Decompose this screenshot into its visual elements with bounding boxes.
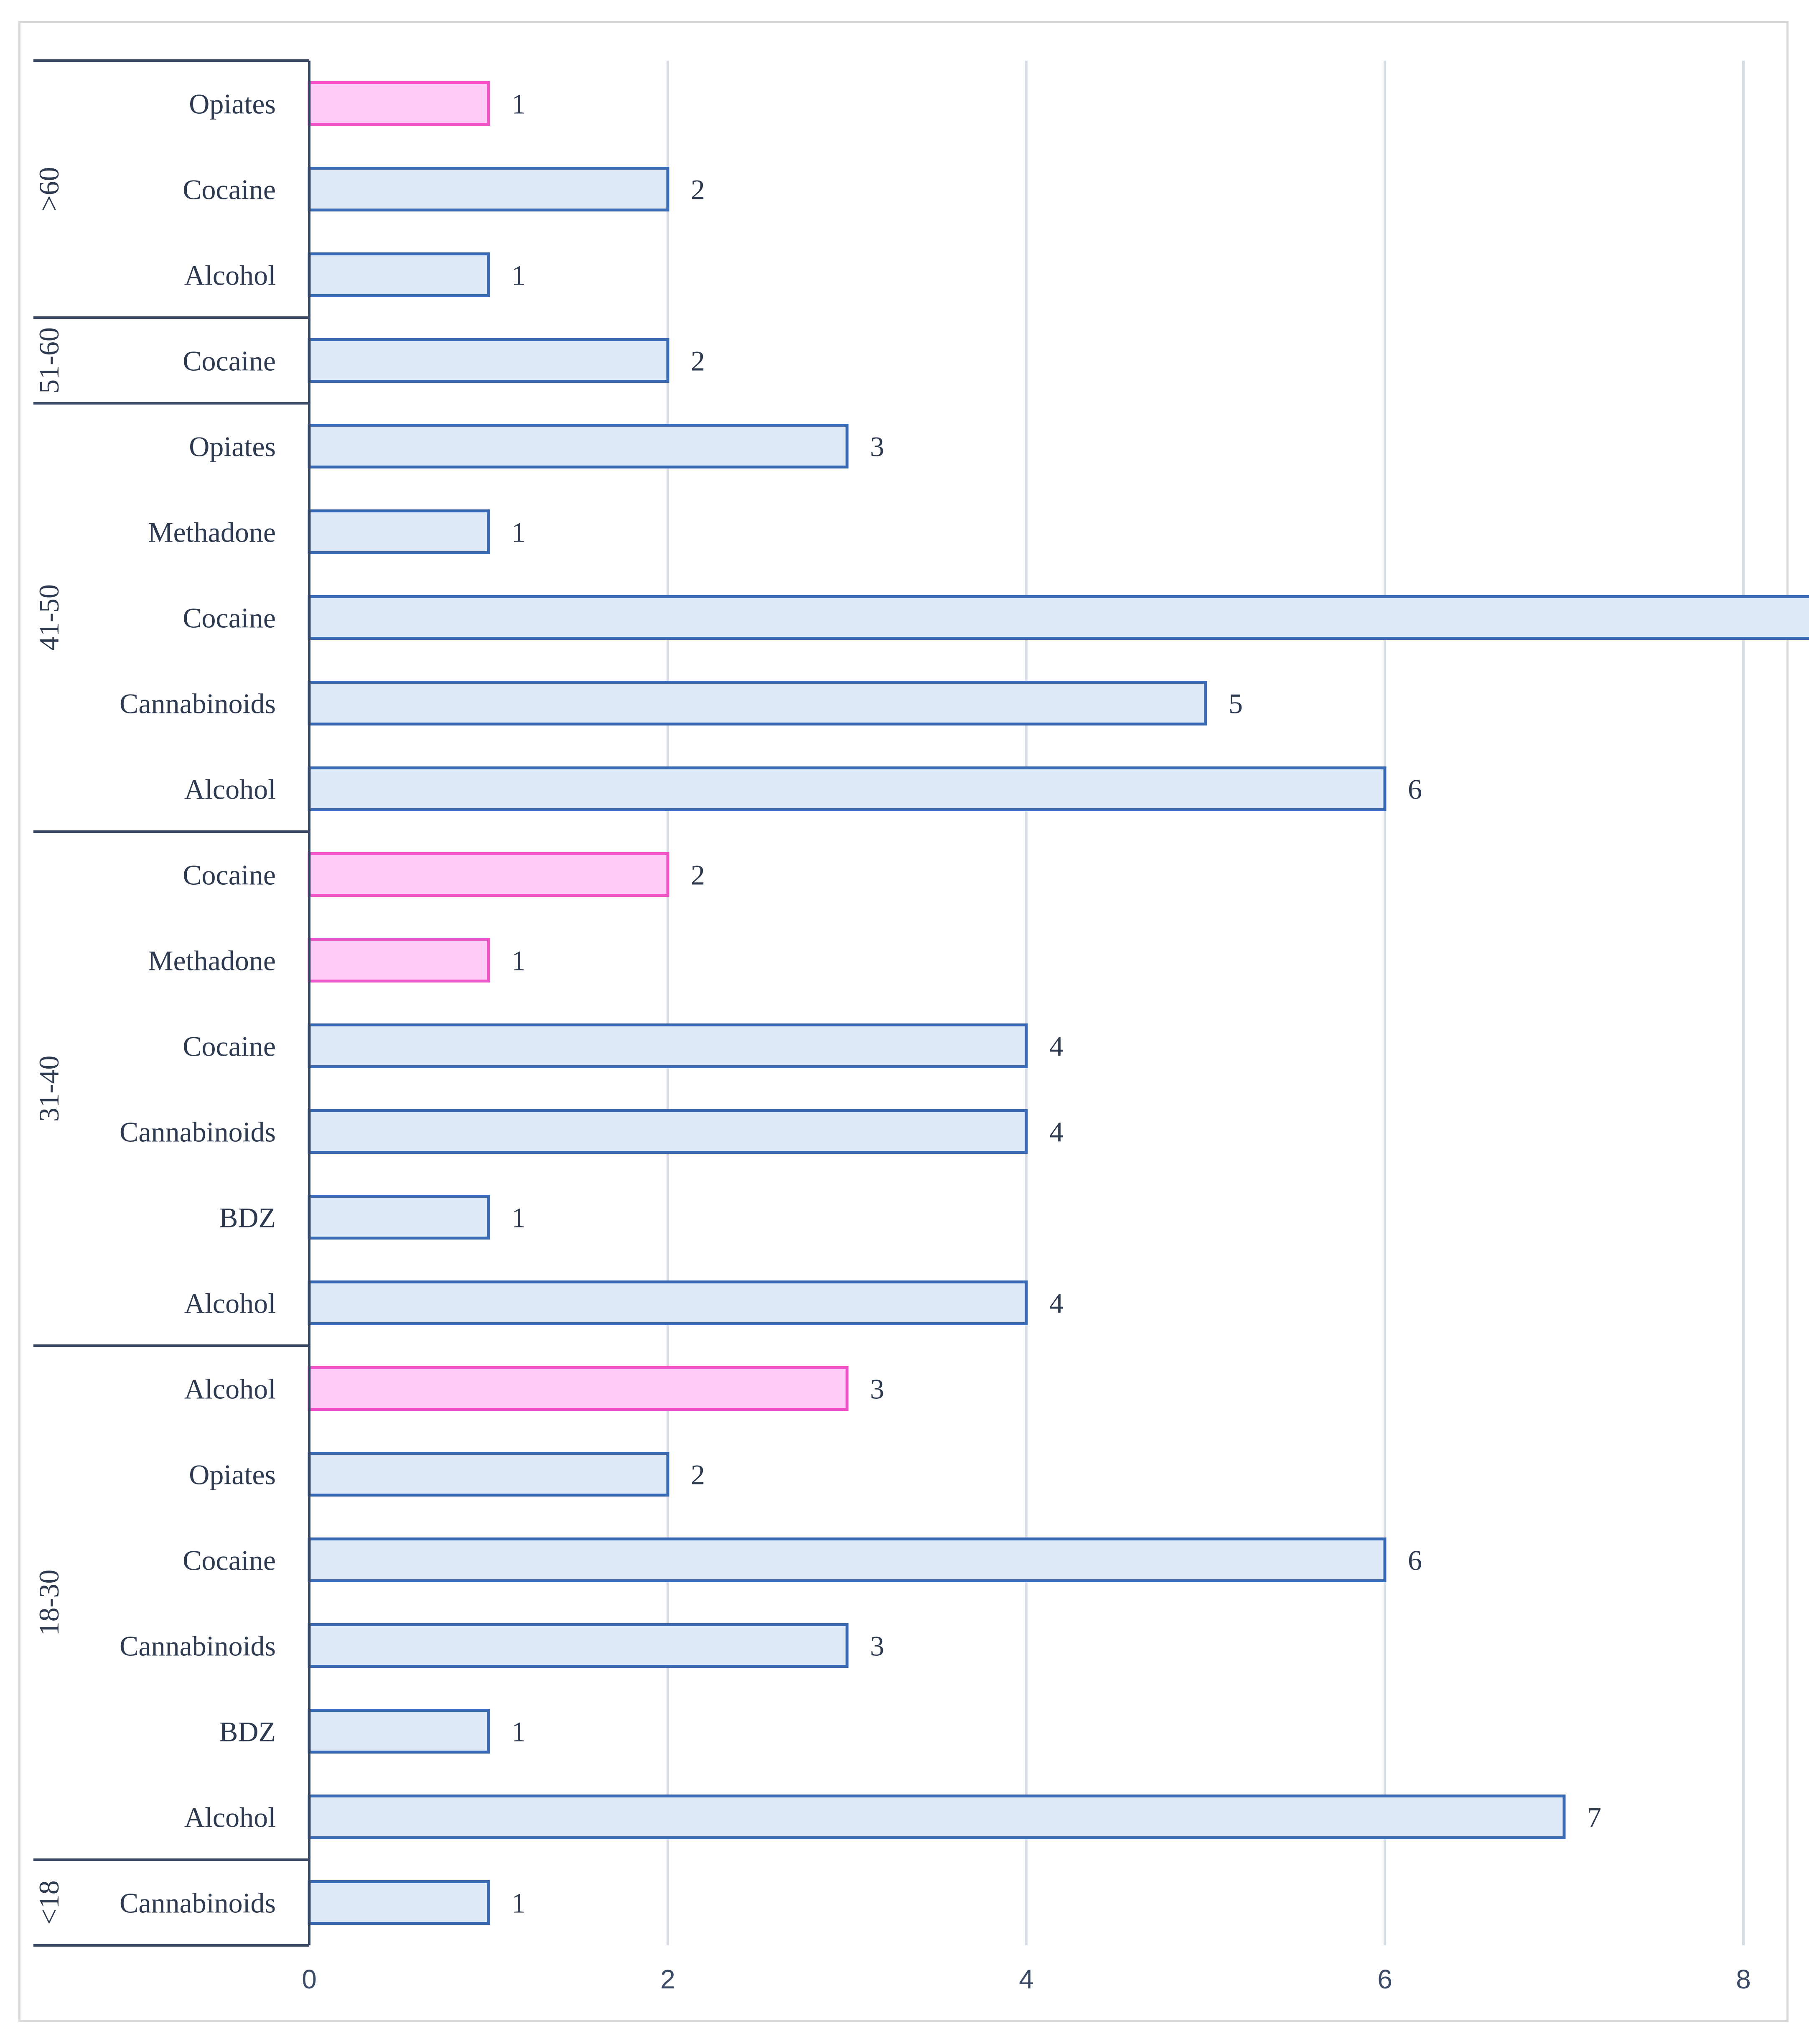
group-label: >60 [33,167,65,211]
x-tick-label: 0 [302,1964,317,1994]
category-label: Alcohol [184,774,276,805]
bars [308,81,1809,1925]
group-label: 41-50 [33,584,65,651]
category-label: Cocaine [183,602,276,634]
value-label: 4 [1049,1288,1064,1319]
axes [33,59,310,1947]
category-label: Methadone [148,517,276,548]
category-label: Cocaine [183,1545,276,1576]
labels: 0246810121416Opiates1Cocaine2Alcohol1Coc… [33,88,1751,1995]
category-label: Alcohol [184,1288,276,1319]
category-label: Cannabinoids [120,688,276,720]
x-tick-label: 2 [660,1964,675,1994]
bar [308,338,669,383]
group-label: 18-30 [33,1570,65,1636]
category-label: Cannabinoids [120,1887,276,1919]
category-label: Cocaine [183,859,276,891]
category-label: Cannabinoids [120,1630,276,1662]
bar [308,509,490,554]
value-label: 1 [511,517,526,548]
value-label: 1 [511,1202,526,1234]
category-label: Cocaine [183,345,276,377]
value-label: 6 [1408,1545,1422,1576]
category-label: Methadone [148,945,276,977]
bar [308,595,1809,640]
category-label: Alcohol [184,1802,276,1833]
category-label: Alcohol [184,260,276,291]
value-label: 1 [511,1887,526,1919]
value-label: 4 [1049,1116,1064,1148]
x-tick-label: 4 [1019,1964,1034,1994]
bar [308,252,490,297]
category-label: BDZ [219,1716,276,1748]
value-label: 1 [511,260,526,291]
bar [308,938,490,983]
category-label: Alcohol [184,1373,276,1405]
bar [308,1795,1566,1839]
value-label: 3 [870,1373,884,1405]
x-tick-label: 6 [1377,1964,1392,1994]
group-label: 31-40 [33,1056,65,1122]
value-label: 2 [691,174,705,206]
bar [308,681,1207,725]
group-label: 51-60 [33,327,65,394]
value-label: 2 [691,345,705,377]
category-label: BDZ [219,1202,276,1234]
bar [308,1452,669,1497]
bar [308,1709,490,1754]
value-label: 3 [870,1630,884,1662]
value-label: 6 [1408,774,1422,805]
category-label: Opiates [189,88,276,120]
value-label: 7 [1587,1802,1601,1833]
bar [308,81,490,126]
group-label: <18 [33,1880,65,1924]
bar [308,1195,490,1240]
bar [308,1880,490,1925]
value-label: 1 [511,945,526,977]
bar [308,424,849,468]
bar [308,1537,1387,1582]
category-label: Opiates [189,431,276,463]
category-label: Cocaine [183,174,276,206]
category-label: Opiates [189,1459,276,1491]
value-label: 1 [511,88,526,120]
category-label: Cocaine [183,1031,276,1062]
value-label: 3 [870,431,884,463]
value-label: 5 [1229,688,1243,720]
bar [308,852,669,897]
category-label: Cannabinoids [120,1116,276,1148]
bar [308,766,1387,811]
bar [308,1109,1028,1154]
value-label: 4 [1049,1031,1064,1062]
bar [308,1623,849,1668]
value-label: 2 [691,859,705,891]
bar [308,1023,1028,1068]
bar [308,1280,1028,1325]
x-tick-label: 8 [1736,1964,1751,1994]
value-label: 2 [691,1459,705,1491]
value-label: 1 [511,1716,526,1748]
bar [308,167,669,211]
bar [308,1366,849,1411]
